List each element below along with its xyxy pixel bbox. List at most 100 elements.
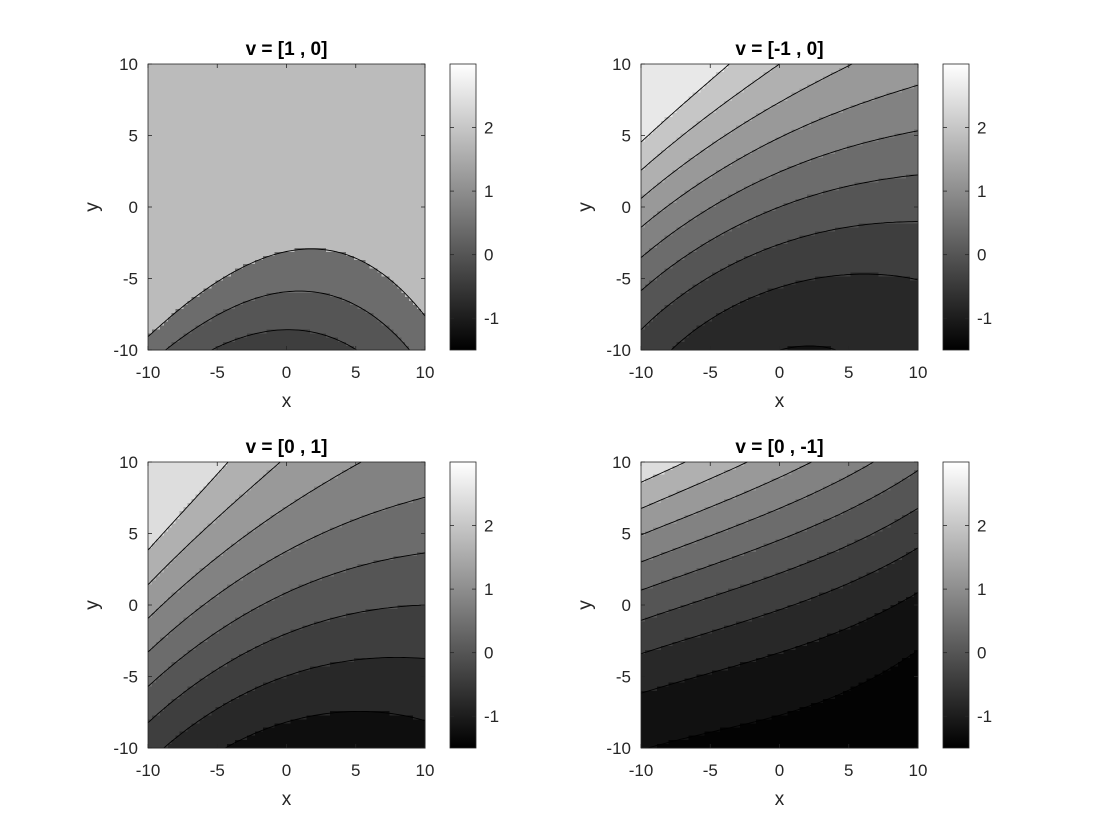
colorbar-frame [942,63,970,351]
y-axis-label: y [82,600,103,610]
y-tick-label: -10 [606,739,631,758]
colorbar: -1 0 1 2 [942,63,992,351]
y-tick-label: 0 [622,596,631,615]
y-tick-label: -10 [113,341,138,360]
x-tick-label: 5 [351,363,360,382]
x-tick-label: 10 [909,363,928,382]
x-tick-label: 5 [844,761,853,780]
x-tick-label: 10 [416,761,435,780]
x-tick-label: -10 [629,363,654,382]
x-tick-label: 10 [416,363,435,382]
contour-line-8 [640,461,748,509]
x-tick-label: -10 [136,761,161,780]
y-tick-label: 0 [129,596,138,615]
contour-line-4 [147,552,426,687]
contour-line-6 [640,461,874,563]
y-tick-label: -5 [123,668,138,687]
colorbar-frame [449,63,477,351]
y-axis-label: y [82,202,103,212]
contour-line-10 [640,63,730,143]
colorbar-tick-label: 0 [484,246,493,265]
contour-fill [148,462,426,749]
contour-line-7 [640,461,812,536]
colorbar-tick-label: 1 [484,182,493,201]
colorbar-tick-label: 0 [484,644,493,663]
x-axis-label: x [282,391,292,412]
colorbar-gradient [943,64,969,350]
y-axis-label: y [575,202,596,212]
y-tick-label: -5 [616,668,631,687]
contour-line-5 [640,174,919,292]
contour-line-8 [147,461,229,551]
contour-line-4 [640,507,919,621]
colorbar: -1 0 1 2 [449,461,499,749]
colorbar-tick-label: -1 [484,309,499,328]
x-tick-label: 0 [775,363,784,382]
x-tick-label: -5 [210,363,225,382]
x-tick-label: 0 [282,761,291,780]
x-tick-label: -5 [210,761,225,780]
subplot-title: v = [0 , -1] [735,437,823,458]
x-tick-label: 5 [844,363,853,382]
contour-line-9 [640,63,780,171]
colorbar-frame [449,461,477,749]
x-tick-label: 0 [775,761,784,780]
x-tick-label: 10 [909,761,928,780]
colorbar-tick-label: 0 [977,246,986,265]
contour-line-2 [640,592,919,694]
colorbar-tick-label: 1 [977,182,986,201]
colorbar-tick-label: 2 [484,119,493,138]
x-tick-label: 0 [282,363,291,382]
contour-line-3 [640,547,919,655]
colorbar-tick-label: 2 [977,119,986,138]
colorbar: -1 0 1 2 [942,461,992,749]
contour-fill [148,64,426,351]
colorbar-tick-label: 1 [977,580,986,599]
contour-fill [641,64,919,351]
x-axis-label: x [282,789,292,810]
y-tick-label: 5 [622,525,631,544]
x-axis-label: x [775,391,785,412]
contour-line-6 [147,248,426,338]
y-tick-label: 5 [129,525,138,544]
y-tick-label: 5 [129,127,138,146]
subplot-title: v = [0 , 1] [246,437,328,458]
contour-fill [641,462,919,749]
colorbar-tick-label: 0 [977,644,986,663]
contour-line-7 [147,461,281,586]
y-tick-label: -10 [606,341,631,360]
y-tick-label: 0 [622,198,631,217]
y-tick-label: 10 [119,453,138,472]
x-axis-label: x [775,789,785,810]
y-tick-label: 10 [612,55,631,74]
contour-line-5 [147,496,426,653]
subplot-title: v = [-1 , 0] [735,39,823,60]
y-tick-label: -5 [616,270,631,289]
colorbar-gradient [943,462,969,748]
contour-line-1 [225,710,426,749]
subplot-title: v = [1 , 0] [246,39,328,60]
colorbar-tick-label: -1 [484,707,499,726]
contour-line-2 [163,656,426,749]
colorbar-tick-label: 2 [484,517,493,536]
y-axis-label: y [575,600,596,610]
contour-line-4 [640,221,918,331]
contour-line-7 [640,84,919,228]
colorbar-gradient [450,64,476,350]
colorbar-frame [942,461,970,749]
contour-line-6 [640,130,919,258]
contour-line-8 [640,63,853,199]
y-tick-label: -5 [123,270,138,289]
x-tick-label: -5 [703,363,718,382]
y-tick-label: 10 [612,453,631,472]
colorbar-tick-label: -1 [977,309,992,328]
y-tick-label: 5 [622,127,631,146]
y-tick-label: -10 [113,739,138,758]
y-tick-label: 0 [129,198,138,217]
contour-line-9 [640,461,686,483]
y-tick-label: 10 [119,55,138,74]
